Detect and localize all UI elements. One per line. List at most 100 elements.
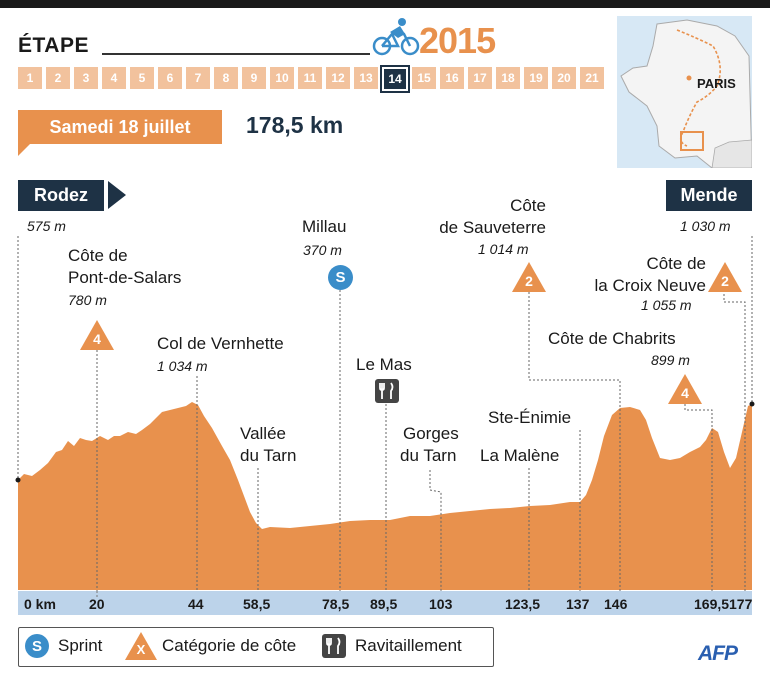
stage-number: 21	[580, 67, 604, 89]
km-label: 123,5	[505, 596, 541, 612]
label-line: la Croix Neuve	[594, 276, 707, 295]
climb-cat2-icon: 2	[708, 262, 742, 292]
label-line: Gorges	[403, 424, 459, 443]
legend-sprint-label: Sprint	[58, 636, 103, 655]
climb-category: 4	[93, 331, 101, 347]
stage-number: 9	[242, 67, 266, 89]
label-gorges-du-tarn: Gorges du Tarn	[400, 423, 459, 467]
stage-number: 19	[524, 67, 548, 89]
label-ste-enimie: Ste-Énimie	[488, 408, 572, 427]
label-line: Côte	[510, 196, 546, 215]
stage-number: 8	[214, 67, 238, 89]
altitude-cote-de-la-croix-neuve: 1 055 m	[641, 297, 692, 313]
finish-dot	[749, 401, 755, 407]
start-badge: Rodez	[18, 180, 104, 211]
france-map: PARIS	[617, 16, 752, 168]
stage-number: 17	[468, 67, 492, 89]
stage-number: 18	[496, 67, 520, 89]
finish-badge: Mende	[666, 180, 752, 211]
feed-zone-icon	[375, 379, 399, 403]
label-line: du Tarn	[400, 446, 457, 465]
stage-distance: 178,5 km	[246, 112, 344, 138]
finish-altitude: 1 030 m	[680, 218, 731, 234]
label-le-mas: Le Mas	[356, 355, 412, 374]
stage-number: 4	[102, 67, 126, 89]
label-line: Côte de	[68, 246, 128, 265]
label-line: Pont-de-Salars	[68, 268, 182, 287]
stage-number: 5	[130, 67, 154, 89]
stage-number: 10	[270, 67, 294, 89]
top-bar	[0, 0, 770, 8]
stage-number: 3	[74, 67, 98, 89]
date-badge-tail	[18, 144, 30, 156]
km-label: 89,5	[370, 596, 398, 612]
km-label: 20	[89, 596, 105, 612]
legend-feed-label: Ravitaillement	[355, 636, 462, 655]
km-label: 177	[729, 596, 753, 612]
climb-cat4-icon: 4	[668, 374, 702, 404]
year-title: 2015	[419, 20, 496, 61]
leader-lines	[17, 236, 753, 591]
stage-list: 1 2 3 4 5 6 7 8 9 10 11 12 13 14 15 16 17 18 19 20 21	[18, 65, 604, 93]
altitude-pont-de-salars: 780 m	[68, 292, 107, 308]
label-col-de-vernhette: Col de Vernhette	[157, 334, 284, 353]
afp-logo: AFP	[698, 642, 738, 665]
climb-cat4-icon: 4	[80, 320, 114, 350]
label-la-malene: La Malène	[480, 446, 560, 465]
stage-number: 15	[412, 67, 436, 89]
label-cote-de-la-croix-neuve: Côte de la Croix Neuve	[568, 253, 707, 297]
altitude-cote-de-chabrits: 899 m	[651, 352, 690, 368]
climb-category: 4	[681, 385, 689, 401]
stage-number: 12	[326, 67, 350, 89]
stage-number: 1	[18, 67, 42, 89]
km-label: 103	[429, 596, 453, 612]
start-arrow-icon	[108, 181, 126, 209]
distance-axis	[18, 591, 752, 615]
altitude-col-de-vernhette: 1 034 m	[157, 358, 208, 374]
label-line: du Tarn	[240, 446, 297, 465]
legend-feed-icon	[322, 634, 346, 658]
label-millau: Millau	[302, 217, 347, 236]
label-line: Vallée	[240, 424, 286, 443]
stage-current: 14	[380, 65, 410, 93]
label-cote-de-sauveterre: Côte de Sauveterre	[412, 195, 546, 239]
legend-climb-letter: X	[136, 642, 146, 657]
km-label: 146	[604, 596, 628, 612]
legend	[18, 627, 494, 667]
label-cote-de-chabrits: Côte de Chabrits	[548, 329, 676, 348]
stage-number: 11	[298, 67, 322, 89]
stage-number: 20	[552, 67, 576, 89]
etape-title: ÉTAPE	[18, 34, 89, 57]
cyclist-icon	[372, 18, 420, 56]
start-altitude: 575 m	[27, 218, 66, 234]
title-underline	[102, 53, 370, 55]
paris-label: PARIS	[697, 76, 736, 91]
km-label: 44	[188, 596, 204, 612]
label-line: Côte de	[646, 254, 706, 273]
stage-number: 2	[46, 67, 70, 89]
stage-location-box	[680, 131, 704, 151]
climb-category: 2	[721, 273, 729, 289]
altitude-cote-de-sauveterre: 1 014 m	[478, 241, 529, 257]
altitude-millau: 370 m	[303, 242, 342, 258]
paris-dot	[686, 75, 692, 81]
elevation-profile	[18, 402, 752, 590]
km-label: 0 km	[24, 596, 56, 612]
date-badge: Samedi 18 juillet	[18, 110, 222, 144]
legend-sprint-icon: S	[25, 634, 49, 658]
stage-number: 6	[158, 67, 182, 89]
label-pont-de-salars: Côte de Pont-de-Salars	[68, 245, 181, 289]
km-label: 169,5	[694, 596, 730, 612]
climb-cat2-icon: 2	[512, 262, 546, 292]
label-vallee-du-tarn: Vallée du Tarn	[240, 423, 296, 467]
stage-number: 13	[354, 67, 378, 89]
km-label: 58,5	[243, 596, 271, 612]
label-line: de Sauveterre	[439, 218, 546, 237]
sprint-icon: S	[328, 265, 353, 290]
climb-category: 2	[525, 273, 533, 289]
legend-climb-icon: X	[125, 632, 157, 660]
legend-climb-label: Catégorie de côte	[162, 636, 297, 655]
stage-number: 16	[440, 67, 464, 89]
stage-number: 7	[186, 67, 210, 89]
start-dot	[15, 477, 21, 483]
